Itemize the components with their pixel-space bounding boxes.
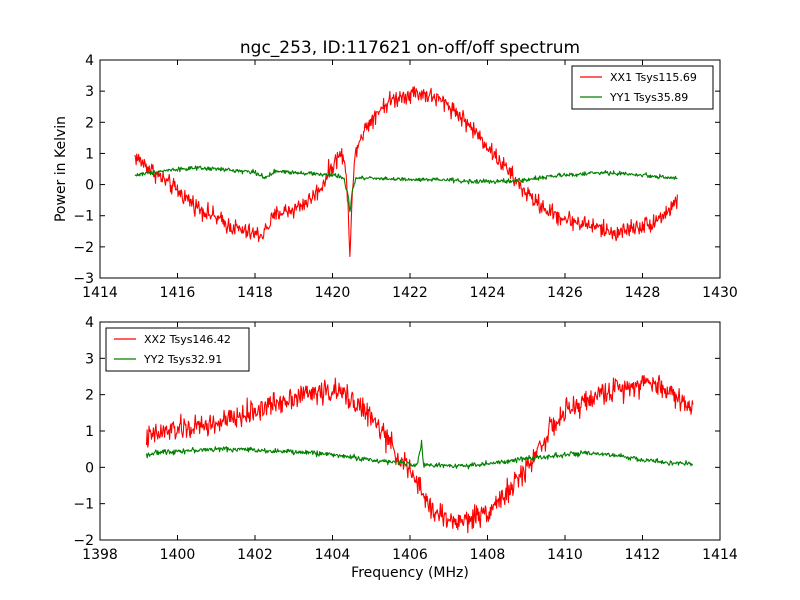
x-tick-label: 1404 — [315, 547, 351, 563]
y-tick-label: 3 — [85, 351, 94, 367]
y-tick-label: 0 — [85, 178, 94, 194]
x-tick-label: 1422 — [392, 285, 428, 301]
bottom-spectrum-panel: 1398 1400 1402 1404 1406 1408 1410 1412 1414−2−1… — [73, 315, 738, 563]
legend-label: XX2 Tsys146.42 — [144, 333, 231, 346]
y-tick-label: −3 — [73, 271, 94, 287]
legend-box — [105, 327, 250, 372]
series-line-0-0 — [134, 86, 678, 257]
y-tick-label: −2 — [73, 240, 94, 256]
y-tick-label: 1 — [85, 424, 94, 440]
series-line-1-1 — [145, 439, 693, 470]
legend-label: XX1 Tsys115.69 — [610, 71, 697, 84]
x-axis-label: Frequency (MHz) — [351, 565, 469, 581]
x-tick-label: 1414 — [82, 285, 118, 301]
x-tick-label: 1414 — [702, 547, 738, 563]
legend-1: XX2 Tsys146.42 YY2 Tsys32.91 — [105, 327, 250, 372]
y-tick-label: 2 — [85, 388, 94, 404]
y-tick-label: 4 — [85, 53, 94, 69]
y-tick-label: 3 — [85, 84, 94, 100]
y-tick-label: −2 — [73, 533, 94, 549]
y-tick-label: 0 — [85, 460, 94, 476]
x-tick-label: 1410 — [547, 547, 583, 563]
x-tick-label: 1412 — [625, 547, 661, 563]
x-tick-label: 1420 — [315, 285, 351, 301]
x-tick-label: 1426 — [547, 285, 583, 301]
x-tick-label: 1398 — [82, 547, 118, 563]
x-tick-label: 1406 — [392, 547, 428, 563]
series-line-0-1 — [134, 165, 678, 213]
y-axis-label: Power in Kelvin — [53, 116, 69, 222]
x-tick-label: 1430 — [702, 285, 738, 301]
x-tick-label: 1428 — [625, 285, 661, 301]
series-line-1-0 — [145, 374, 694, 534]
y-tick-label: −1 — [73, 497, 94, 513]
x-tick-label: 1424 — [470, 285, 506, 301]
x-tick-label: 1402 — [237, 547, 273, 563]
legend-0: XX1 Tsys115.69 YY1 Tsys35.89 — [571, 65, 714, 110]
y-tick-label: 2 — [85, 115, 94, 131]
y-tick-label: 1 — [85, 146, 94, 162]
figure-title: ngc_253, ID:117621 on-off/off spectrum — [240, 38, 580, 58]
x-tick-label: 1418 — [237, 285, 273, 301]
x-tick-label: 1408 — [470, 547, 506, 563]
y-tick-label: 4 — [85, 315, 94, 331]
x-tick-label: 1400 — [160, 547, 196, 563]
legend-label: YY2 Tsys32.91 — [143, 353, 222, 366]
top-spectrum-panel: 1414 1416 1418 1420 1422 1424 1426 1428 1430−3−2… — [73, 53, 737, 301]
legend-box — [571, 65, 714, 110]
y-tick-label: −1 — [73, 209, 94, 225]
x-tick-label: 1416 — [160, 285, 196, 301]
legend-label: YY1 Tsys35.89 — [609, 91, 688, 104]
